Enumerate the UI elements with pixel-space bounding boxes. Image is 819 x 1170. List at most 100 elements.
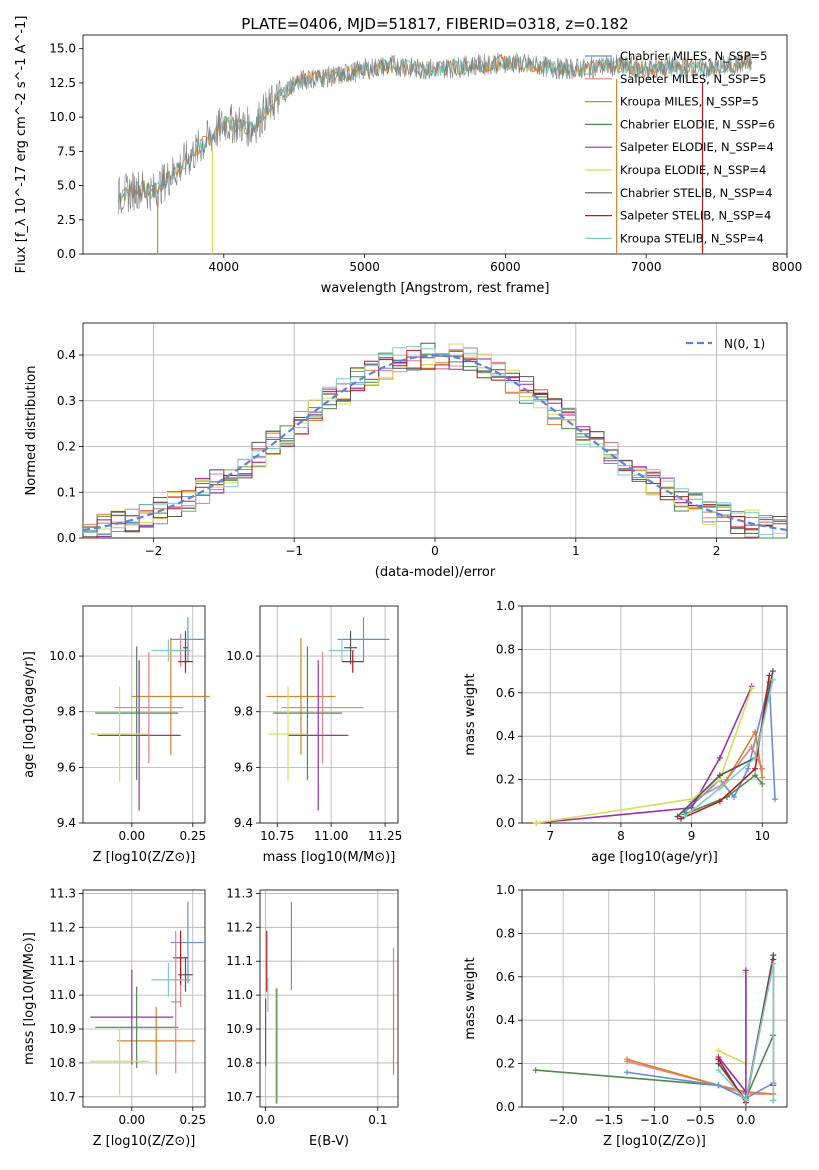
y-tick-label: 10.0 [49,110,76,124]
weight-point [715,1056,722,1063]
x-tick-label: 7000 [631,260,662,274]
x-tick-label: 0.00 [118,829,145,843]
weight-point [715,1047,722,1054]
y-tick-label: 11.3 [226,886,253,900]
x-tick-label: 1 [572,544,580,558]
weight-point [678,815,684,822]
weight-point [716,754,723,761]
axes-mass-vs-Z: 0.00 0.25 10.7 10.8 10.9 11.0 11.1 11.2 11.3 Z [l… [22,886,206,1149]
weight-point [752,728,759,735]
data-line [117,52,753,215]
x-tick-label: 2 [713,544,721,558]
weight-point [532,1067,539,1074]
y-tick-label: 10.0 [49,649,76,663]
weight-point [674,813,681,820]
weight-line [536,685,753,824]
weight-point [748,744,755,751]
x-tick-label: −2 [145,544,163,558]
legend-label: Kroupa ELODIE, N_SSP=4 [620,163,766,177]
y-axis-label: mass weight [463,957,478,1039]
weight-point [624,1069,631,1076]
weight-line [684,774,763,816]
y-tick-label: 10.7 [226,1090,253,1104]
weight-line [717,963,775,1103]
weight-point [716,798,723,805]
legend-label: N(0, 1) [724,337,765,351]
weight-line [680,675,771,820]
weight-line [684,679,774,818]
errorbars-age-vs-Z [90,617,210,811]
y-tick-label: 2.5 [57,213,76,227]
weight-point [771,796,778,803]
y-tick-label: 12.5 [49,76,76,90]
weight-point [715,1082,722,1089]
y-tick-label: 9.8 [234,705,253,719]
weight-point [742,1097,749,1104]
weight-point [766,672,773,679]
weight-point [681,813,688,820]
x-tick-label: −1.5 [594,1113,623,1127]
weight-point [745,765,752,772]
histogram-step [83,345,787,536]
y-tick-label: 15.0 [49,42,76,56]
weight-point [533,820,540,826]
x-tick-label: 9 [688,829,696,843]
legend-label: Kroupa MILES, N_SSP=5 [620,95,759,109]
weight-point [770,1097,777,1104]
residual-histograms: N(0, 1) [82,337,788,539]
figure-title: PLATE=0406, MJD=51817, FIBERID=0318, z=0… [241,15,628,33]
weight-point [769,668,776,675]
weight-line [626,1058,774,1095]
y-axis-label: mass [log10(M/M⊙)] [22,932,37,1065]
model-line [117,53,752,204]
weight-point [770,960,777,967]
histogram-step [83,343,787,534]
y-tick-label: 10.8 [49,1056,76,1070]
x-tick-label: 0.0 [736,1113,755,1127]
y-tick-label: 0.2 [496,773,515,787]
x-axis-label: wavelength [Angstrom, rest frame] [321,281,550,296]
histogram-step [83,349,787,539]
x-tick-label: 0.25 [179,1113,206,1127]
weight-point [759,774,766,781]
plot-frame [82,322,788,539]
axes-residuals: −2 −1 0 1 2 0.0 0.1 0.2 0.3 0.4 (data-model)/error… [24,322,788,580]
x-tick-label: 4000 [209,260,240,274]
y-tick-label: 0.4 [496,1013,515,1027]
x-tick-label: −1.0 [640,1113,669,1127]
y-tick-label: 11.0 [226,988,253,1002]
y-tick-label: 0.4 [496,729,515,743]
legend-label: Chabrier ELODIE, N_SSP=6 [620,117,775,131]
y-axis-label: mass weight [463,673,478,755]
y-tick-label: 0.0 [57,247,76,261]
legend-label: Salpeter STELIB, N_SSP=4 [620,209,771,223]
weights-weight-vs-Z [532,952,777,1106]
spectrum-lines [117,52,753,254]
x-tick-label: 10.75 [260,829,294,843]
y-tick-label: 1.0 [496,883,515,897]
y-tick-label: 0.8 [496,926,515,940]
y-tick-label: 0.0 [57,531,76,545]
plot-frame [82,34,788,255]
legend-label: Chabrier MILES, N_SSP=5 [620,49,767,63]
weight-point [731,793,737,800]
errorbars-mass-vs-ebv [265,901,395,1104]
x-tick-label: 11.00 [314,829,348,843]
x-axis-label: mass [log10(M/M⊙)] [263,850,396,865]
y-tick-label: 0.0 [496,1100,515,1114]
axes-age-vs-Z: 0.00 0.25 9.4 9.6 9.8 10.0 Z [log10(Z/Z⊙)] age … [22,605,206,865]
x-tick-label: 8 [617,829,625,843]
y-tick-label: 9.6 [57,760,76,774]
y-tick-label: 1.0 [496,599,515,613]
x-tick-label: 10 [755,829,770,843]
x-axis-label: Z [log10(Z/Z⊙)] [93,850,196,865]
weight-line [718,972,747,1065]
legend-label: Chabrier STELIB, N_SSP=4 [620,186,772,200]
y-tick-label: 10.0 [226,649,253,663]
axes-spectrum: 4000 5000 6000 7000 8000 0.0 2.5 5.0 7.5 10.0 12.5… [14,16,802,296]
axes-mass-vs-ebv: 0.0 0.1 10.7 10.8 10.9 11.0 11.1 11.2 11.3 E(B-V) [226,886,399,1149]
y-tick-label: 0.2 [57,440,76,454]
x-axis-label: Z [log10(Z/Z⊙)] [603,1134,706,1149]
y-tick-label: 0.2 [496,1057,515,1071]
